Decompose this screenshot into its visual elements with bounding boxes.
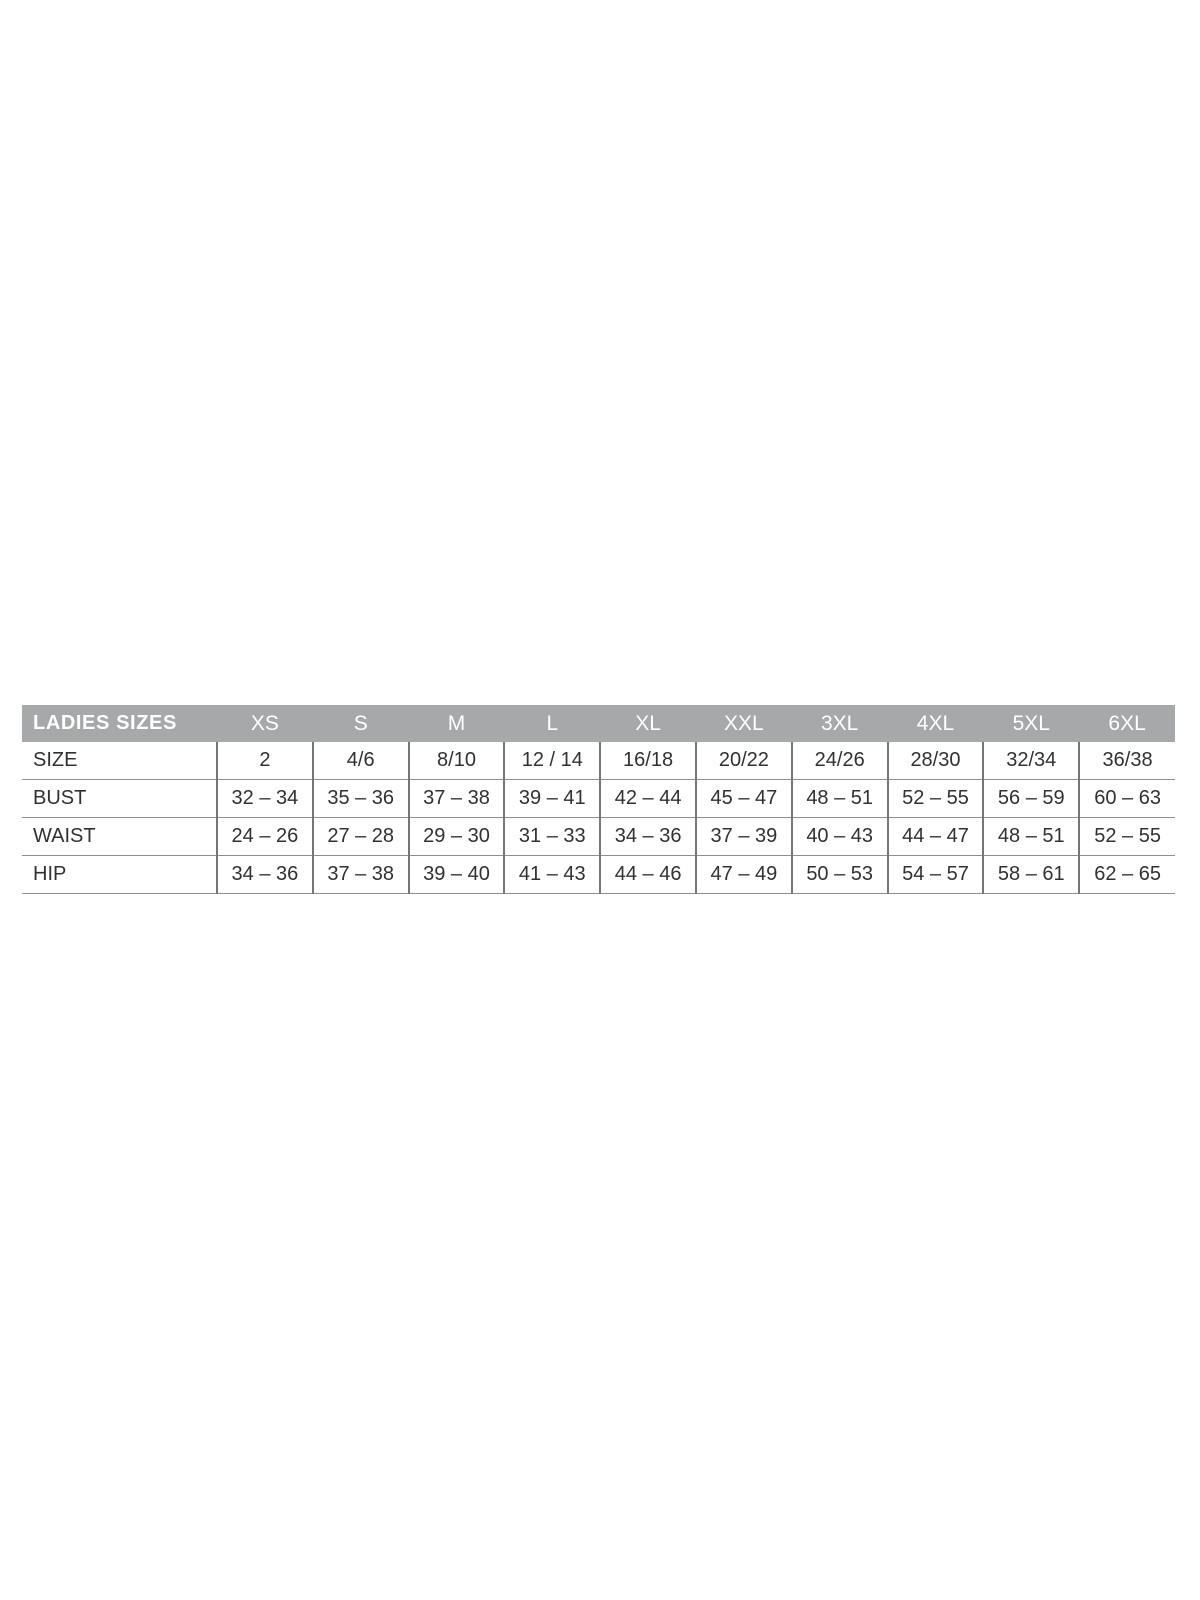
table-row-bust: BUST 32 – 34 35 – 36 37 – 38 39 – 41 42 … bbox=[22, 779, 1175, 818]
table-row-hip: HIP 34 – 36 37 – 38 39 – 40 41 – 43 44 –… bbox=[22, 855, 1175, 894]
cell-size-xs: 2 bbox=[216, 742, 313, 780]
cell-size-6xl: 36/38 bbox=[1078, 742, 1175, 780]
col-header-6xl: 6XL bbox=[1079, 705, 1175, 742]
col-header-l: L bbox=[504, 705, 601, 742]
header-row: LADIES SIZES XS S M L XL XXL 3XL 4XL 5XL… bbox=[22, 705, 1175, 742]
col-header-s: S bbox=[312, 705, 409, 742]
cell-bust-xxl: 45 – 47 bbox=[694, 779, 792, 818]
cell-bust-5xl: 56 – 59 bbox=[982, 779, 1080, 818]
cell-waist-s: 27 – 28 bbox=[311, 817, 409, 856]
cell-hip-xs: 34 – 36 bbox=[216, 855, 313, 894]
cell-size-5xl: 32/34 bbox=[982, 742, 1080, 780]
cell-bust-6xl: 60 – 63 bbox=[1078, 779, 1175, 818]
table-row-size: SIZE 2 4/6 8/10 12 / 14 16/18 20/22 24/2… bbox=[22, 742, 1175, 780]
cell-size-m: 8/10 bbox=[407, 742, 505, 780]
cell-size-l: 12 / 14 bbox=[503, 742, 601, 780]
cell-hip-l: 41 – 43 bbox=[503, 855, 601, 894]
cell-size-xl: 16/18 bbox=[599, 742, 696, 780]
col-header-xl: XL bbox=[600, 705, 696, 742]
col-header-4xl: 4XL bbox=[887, 705, 984, 742]
cell-bust-l: 39 – 41 bbox=[503, 779, 601, 818]
cell-bust-3xl: 48 – 51 bbox=[790, 779, 888, 818]
col-header-xxl: XXL bbox=[695, 705, 792, 742]
cell-size-s: 4/6 bbox=[311, 742, 409, 780]
row-label-hip: HIP bbox=[22, 855, 217, 894]
cell-size-4xl: 28/30 bbox=[886, 742, 984, 780]
col-header-3xl: 3XL bbox=[791, 705, 888, 742]
cell-hip-xxl: 47 – 49 bbox=[694, 855, 792, 894]
table-title: LADIES SIZES bbox=[22, 705, 217, 742]
cell-bust-xl: 42 – 44 bbox=[599, 779, 696, 818]
cell-waist-m: 29 – 30 bbox=[407, 817, 505, 856]
col-header-xs: XS bbox=[217, 705, 313, 742]
cell-waist-xl: 34 – 36 bbox=[599, 817, 696, 856]
cell-hip-3xl: 50 – 53 bbox=[790, 855, 888, 894]
cell-waist-6xl: 52 – 55 bbox=[1078, 817, 1175, 856]
cell-waist-l: 31 – 33 bbox=[503, 817, 601, 856]
cell-waist-3xl: 40 – 43 bbox=[790, 817, 888, 856]
cell-waist-xs: 24 – 26 bbox=[216, 817, 313, 856]
cell-size-3xl: 24/26 bbox=[790, 742, 888, 780]
cell-bust-xs: 32 – 34 bbox=[216, 779, 313, 818]
table-row-waist: WAIST 24 – 26 27 – 28 29 – 30 31 – 33 34… bbox=[22, 817, 1175, 856]
cell-hip-4xl: 54 – 57 bbox=[886, 855, 984, 894]
cell-hip-xl: 44 – 46 bbox=[599, 855, 696, 894]
ladies-size-chart: LADIES SIZES XS S M L XL XXL 3XL 4XL 5XL… bbox=[22, 705, 1175, 894]
cell-size-xxl: 20/22 bbox=[694, 742, 792, 780]
cell-hip-m: 39 – 40 bbox=[407, 855, 505, 894]
cell-hip-5xl: 58 – 61 bbox=[982, 855, 1080, 894]
cell-waist-5xl: 48 – 51 bbox=[982, 817, 1080, 856]
cell-hip-s: 37 – 38 bbox=[311, 855, 409, 894]
size-chart-table: LADIES SIZES XS S M L XL XXL 3XL 4XL 5XL… bbox=[22, 705, 1175, 894]
cell-bust-m: 37 – 38 bbox=[407, 779, 505, 818]
cell-bust-4xl: 52 – 55 bbox=[886, 779, 984, 818]
row-label-size: SIZE bbox=[22, 742, 217, 780]
row-label-waist: WAIST bbox=[22, 817, 217, 856]
cell-bust-s: 35 – 36 bbox=[311, 779, 409, 818]
row-label-bust: BUST bbox=[22, 779, 217, 818]
col-header-m: M bbox=[408, 705, 505, 742]
cell-hip-6xl: 62 – 65 bbox=[1078, 855, 1175, 894]
cell-waist-4xl: 44 – 47 bbox=[886, 817, 984, 856]
col-header-5xl: 5XL bbox=[983, 705, 1080, 742]
cell-waist-xxl: 37 – 39 bbox=[694, 817, 792, 856]
